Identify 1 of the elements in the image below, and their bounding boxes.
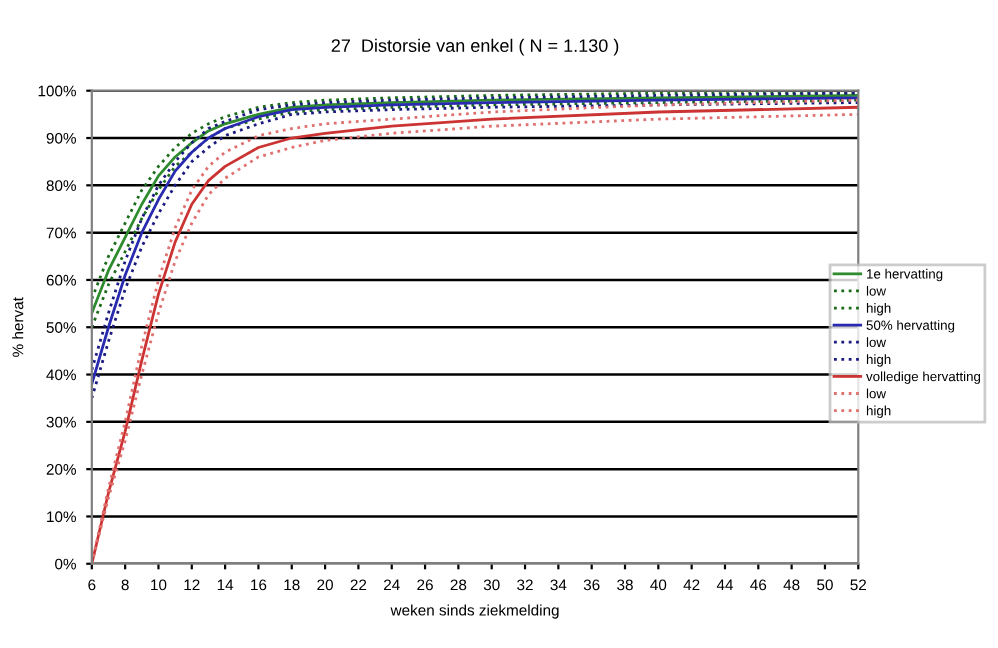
chart-title: 27 Distorsie van enkel ( N = 1.130 ) — [331, 38, 619, 56]
